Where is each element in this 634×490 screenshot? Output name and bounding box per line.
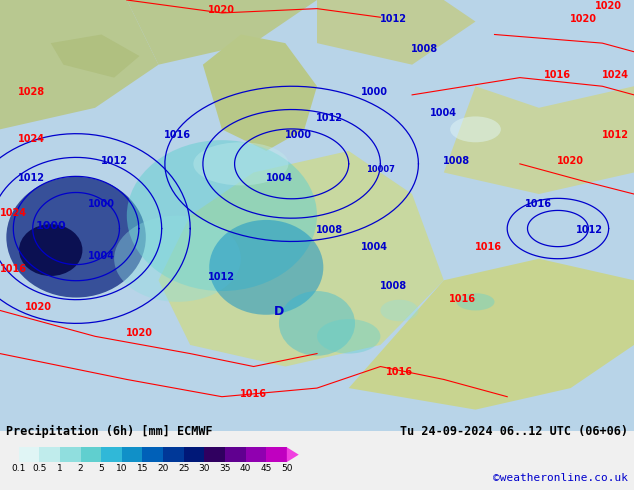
Ellipse shape: [193, 142, 288, 185]
Text: 1020: 1020: [25, 302, 53, 313]
Text: 1000: 1000: [88, 199, 115, 209]
Text: 1004: 1004: [361, 242, 387, 252]
Text: 1008: 1008: [443, 156, 470, 166]
Text: 1020: 1020: [595, 0, 622, 11]
Text: 1004: 1004: [88, 251, 115, 261]
Ellipse shape: [279, 291, 355, 356]
Text: 1016: 1016: [545, 70, 571, 79]
Text: 1024: 1024: [0, 208, 27, 218]
Bar: [143, 447, 163, 462]
Bar: [60, 447, 81, 462]
Ellipse shape: [380, 300, 418, 321]
Text: 45: 45: [261, 465, 272, 473]
Text: 35: 35: [219, 465, 231, 473]
Text: 1012: 1012: [316, 113, 343, 122]
Polygon shape: [349, 259, 634, 410]
Polygon shape: [51, 34, 139, 77]
Text: 1012: 1012: [576, 225, 603, 235]
Text: 2: 2: [78, 465, 83, 473]
Text: 10007: 10007: [366, 166, 395, 174]
Text: 1004: 1004: [266, 173, 292, 183]
Bar: [204, 447, 225, 462]
Polygon shape: [0, 0, 158, 129]
Bar: [266, 447, 287, 462]
Text: 1024: 1024: [602, 70, 628, 79]
Text: 1008: 1008: [316, 225, 343, 235]
Text: Tu 24-09-2024 06..12 UTC (06+06): Tu 24-09-2024 06..12 UTC (06+06): [399, 425, 628, 438]
Text: 30: 30: [198, 465, 210, 473]
Text: D: D: [274, 305, 284, 318]
Text: Precipitation (6h) [mm] ECMWF: Precipitation (6h) [mm] ECMWF: [6, 425, 213, 438]
Text: 1000: 1000: [36, 220, 66, 230]
Text: 1016: 1016: [0, 264, 27, 273]
Text: 1004: 1004: [430, 108, 457, 119]
Polygon shape: [158, 151, 444, 367]
Ellipse shape: [456, 293, 495, 311]
Polygon shape: [287, 447, 299, 462]
Text: 20: 20: [157, 465, 169, 473]
Text: 25: 25: [178, 465, 190, 473]
Text: 1028: 1028: [18, 87, 45, 97]
Bar: [39, 447, 60, 462]
Ellipse shape: [450, 117, 501, 142]
Text: 1012: 1012: [18, 173, 45, 183]
Text: 1020: 1020: [557, 156, 584, 166]
Text: 1016: 1016: [386, 367, 413, 377]
Ellipse shape: [127, 140, 317, 291]
Text: 1012: 1012: [380, 14, 406, 24]
Text: 1016: 1016: [164, 130, 191, 140]
Text: 1008: 1008: [411, 44, 438, 54]
Polygon shape: [444, 86, 634, 194]
Text: 1008: 1008: [380, 281, 406, 291]
Ellipse shape: [317, 319, 380, 354]
Text: 1016: 1016: [526, 199, 552, 209]
Text: 1000: 1000: [285, 130, 311, 140]
Text: 1016: 1016: [475, 242, 501, 252]
Text: 1020: 1020: [126, 328, 153, 338]
Text: ©weatheronline.co.uk: ©weatheronline.co.uk: [493, 473, 628, 483]
Ellipse shape: [209, 220, 323, 315]
Text: 0.5: 0.5: [32, 465, 46, 473]
Text: 1024: 1024: [18, 134, 45, 144]
Text: 1: 1: [57, 465, 63, 473]
Text: 50: 50: [281, 465, 292, 473]
Text: 1020: 1020: [209, 5, 235, 15]
Bar: [245, 447, 266, 462]
Bar: [225, 447, 245, 462]
Text: 1020: 1020: [570, 14, 597, 24]
Bar: [81, 447, 101, 462]
Ellipse shape: [6, 177, 146, 297]
Ellipse shape: [114, 216, 241, 302]
Bar: [101, 447, 122, 462]
Text: 15: 15: [137, 465, 148, 473]
Text: 1012: 1012: [101, 156, 127, 166]
Polygon shape: [317, 0, 476, 65]
Text: 1012: 1012: [602, 130, 628, 140]
Text: 40: 40: [240, 465, 251, 473]
Bar: [18, 447, 39, 462]
Text: 10: 10: [116, 465, 127, 473]
Text: 1012: 1012: [209, 272, 235, 282]
Polygon shape: [127, 0, 317, 65]
Text: 5: 5: [98, 465, 104, 473]
Bar: [122, 447, 143, 462]
Bar: [163, 447, 184, 462]
Ellipse shape: [19, 224, 82, 276]
Text: 0.1: 0.1: [11, 465, 26, 473]
Text: 1016: 1016: [240, 389, 267, 399]
Text: 1016: 1016: [450, 294, 476, 304]
Text: 1000: 1000: [361, 87, 387, 97]
Bar: [184, 447, 204, 462]
Polygon shape: [203, 34, 317, 151]
